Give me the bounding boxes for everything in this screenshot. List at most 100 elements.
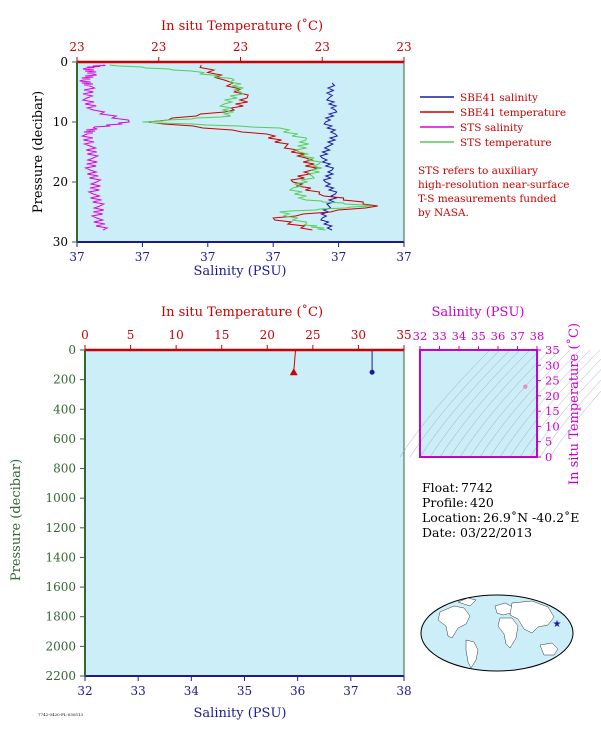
main-ticks: 0 5 10 15 20 25 30 35 32 33 34 35 36 37 38 0 200 400 600 80… <box>45 328 411 698</box>
top-salinity-title: Salinity (PSU) <box>194 264 287 279</box>
top-ticks: 23 23 23 23 23 37 37 37 37 37 37 0 10 20 30 <box>53 40 412 264</box>
main-sal-tick-label: 34 <box>184 684 200 698</box>
main-temperature-end-marker <box>289 368 298 376</box>
ts-density-contour <box>519 358 601 458</box>
legend-label-sbe41-salinity: SBE41 salinity <box>460 92 538 104</box>
ts-points <box>523 384 528 389</box>
date-label: Date: <box>422 525 456 540</box>
top-sal-tick-label: 37 <box>135 250 150 264</box>
float-info: Float: 7742 Profile: 420 Location: 26.9˚… <box>422 480 579 540</box>
main-series-temperature <box>293 349 297 373</box>
top-sal-tick-label: 37 <box>266 250 281 264</box>
ts-sal-tick-label: 38 <box>530 329 545 343</box>
ts-density-contour <box>409 349 501 458</box>
top-sal-tick-label: 37 <box>396 250 411 264</box>
main-sal-tick-label: 32 <box>77 684 92 698</box>
main-pres-tick-label: 1200 <box>45 521 76 535</box>
legend-label-sts-salinity: STS salinity <box>460 122 523 134</box>
top-chart: 23 23 23 23 23 37 37 37 37 37 37 0 10 20 30 In situ Te… <box>31 18 569 279</box>
main-pres-tick-label: 600 <box>53 432 76 446</box>
main-sal-tick-label: 35 <box>237 684 252 698</box>
top-pres-tick-label: 30 <box>53 235 68 249</box>
main-sal-tick-label: 33 <box>131 684 146 698</box>
continent-south-america <box>465 639 479 669</box>
profile-label: Profile: <box>422 495 468 510</box>
ts-plot-area <box>420 350 537 457</box>
top-sal-tick-label: 37 <box>331 250 346 264</box>
ts-density-contour <box>429 349 521 458</box>
main-pres-tick-label: 200 <box>53 373 76 387</box>
float-value: 7742 <box>461 480 493 495</box>
top-series-sts-salinity <box>79 64 131 231</box>
profile-value: 420 <box>470 495 494 510</box>
continent-australia <box>539 642 559 656</box>
top-sal-tick-label: 37 <box>200 250 215 264</box>
main-temp-tick-label: 20 <box>260 328 275 342</box>
ts-temp-tick-label: 10 <box>545 419 560 433</box>
main-temperature-title: In situ Temperature (˚C) <box>161 304 323 320</box>
float-location-star-icon: ★ <box>553 619 562 630</box>
top-series-sbe41-temperature <box>148 64 378 231</box>
world-map: ★ <box>420 594 574 672</box>
top-temp-tick-label: 23 <box>315 40 330 54</box>
continent-greenland <box>457 597 477 607</box>
continent-north-america <box>437 605 471 639</box>
note-line-1: STS refers to auxiliary <box>418 165 538 177</box>
ts-temp-tick-label: 25 <box>545 374 560 388</box>
top-pres-tick-label: 20 <box>53 175 68 189</box>
ts-temp-tick-label: 0 <box>545 450 552 464</box>
main-pres-tick-label: 2000 <box>45 639 76 653</box>
float-label: Float: <box>422 480 459 495</box>
main-plot-area <box>85 350 404 676</box>
sts-note: STS refers to auxiliary high-resolution … <box>418 165 569 219</box>
main-temp-tick-label: 5 <box>127 328 135 342</box>
main-temp-tick-label: 10 <box>169 328 184 342</box>
date-value: 03/22/2013 <box>460 525 532 540</box>
ts-temp-tick-label: 30 <box>545 358 560 372</box>
top-temperature-title: In situ Temperature (˚C) <box>161 18 323 34</box>
main-temp-tick-label: 15 <box>214 328 229 342</box>
top-temp-tick-label: 23 <box>396 40 411 54</box>
ts-sal-tick-label: 33 <box>432 329 447 343</box>
continent-asia <box>509 600 555 634</box>
ts-sal-tick-label: 37 <box>510 329 525 343</box>
ts-density-contour <box>549 390 601 458</box>
ts-temp-tick-label: 5 <box>545 435 552 449</box>
location-value: 26.9˚N -40.2˚E <box>483 510 579 525</box>
main-series-group <box>289 349 375 376</box>
top-temp-tick-label: 23 <box>151 40 166 54</box>
ts-density-contour <box>449 349 541 458</box>
main-pres-tick-label: 1000 <box>45 491 76 505</box>
main-pres-tick-label: 2200 <box>45 669 76 683</box>
main-pres-tick-label: 400 <box>53 402 76 416</box>
top-pres-tick-label: 0 <box>60 55 68 69</box>
top-pres-tick-label: 10 <box>53 115 68 129</box>
main-sal-tick-label: 38 <box>396 684 411 698</box>
top-series-sts-temperature <box>109 64 372 231</box>
ts-density-contour <box>439 349 531 458</box>
footer-code: 7742-0420-PL-030513 <box>38 712 83 717</box>
main-temp-tick-label: 35 <box>396 328 411 342</box>
main-chart: 0 5 10 15 20 25 30 35 32 33 34 35 36 37 38 0 200 400 600 80… <box>9 304 412 721</box>
main-sal-tick-label: 36 <box>290 684 305 698</box>
ts-sal-tick-label: 32 <box>413 329 428 343</box>
main-salinity-end-marker <box>369 369 375 375</box>
top-temp-tick-label: 23 <box>69 40 84 54</box>
ts-density-contour <box>479 349 571 458</box>
ts-salinity-title: Salinity (PSU) <box>432 305 525 320</box>
top-series-sbe41-salinity <box>319 82 339 231</box>
note-line-2: high-resolution near-surface <box>418 179 569 191</box>
top-temp-tick-label: 23 <box>233 40 248 54</box>
top-legend: SBE41 salinity SBE41 temperature STS sal… <box>420 92 566 149</box>
legend-label-sts-temperature: STS temperature <box>460 137 552 149</box>
main-pres-tick-label: 1600 <box>45 580 76 594</box>
ts-temp-tick-label: 35 <box>545 343 560 357</box>
main-salinity-title: Salinity (PSU) <box>194 706 287 721</box>
main-pres-tick-label: 1400 <box>45 550 76 564</box>
ts-density-contour <box>539 379 601 458</box>
ts-density-contour <box>469 349 561 458</box>
main-pres-tick-label: 1800 <box>45 610 76 624</box>
ts-sal-tick-label: 36 <box>491 329 506 343</box>
